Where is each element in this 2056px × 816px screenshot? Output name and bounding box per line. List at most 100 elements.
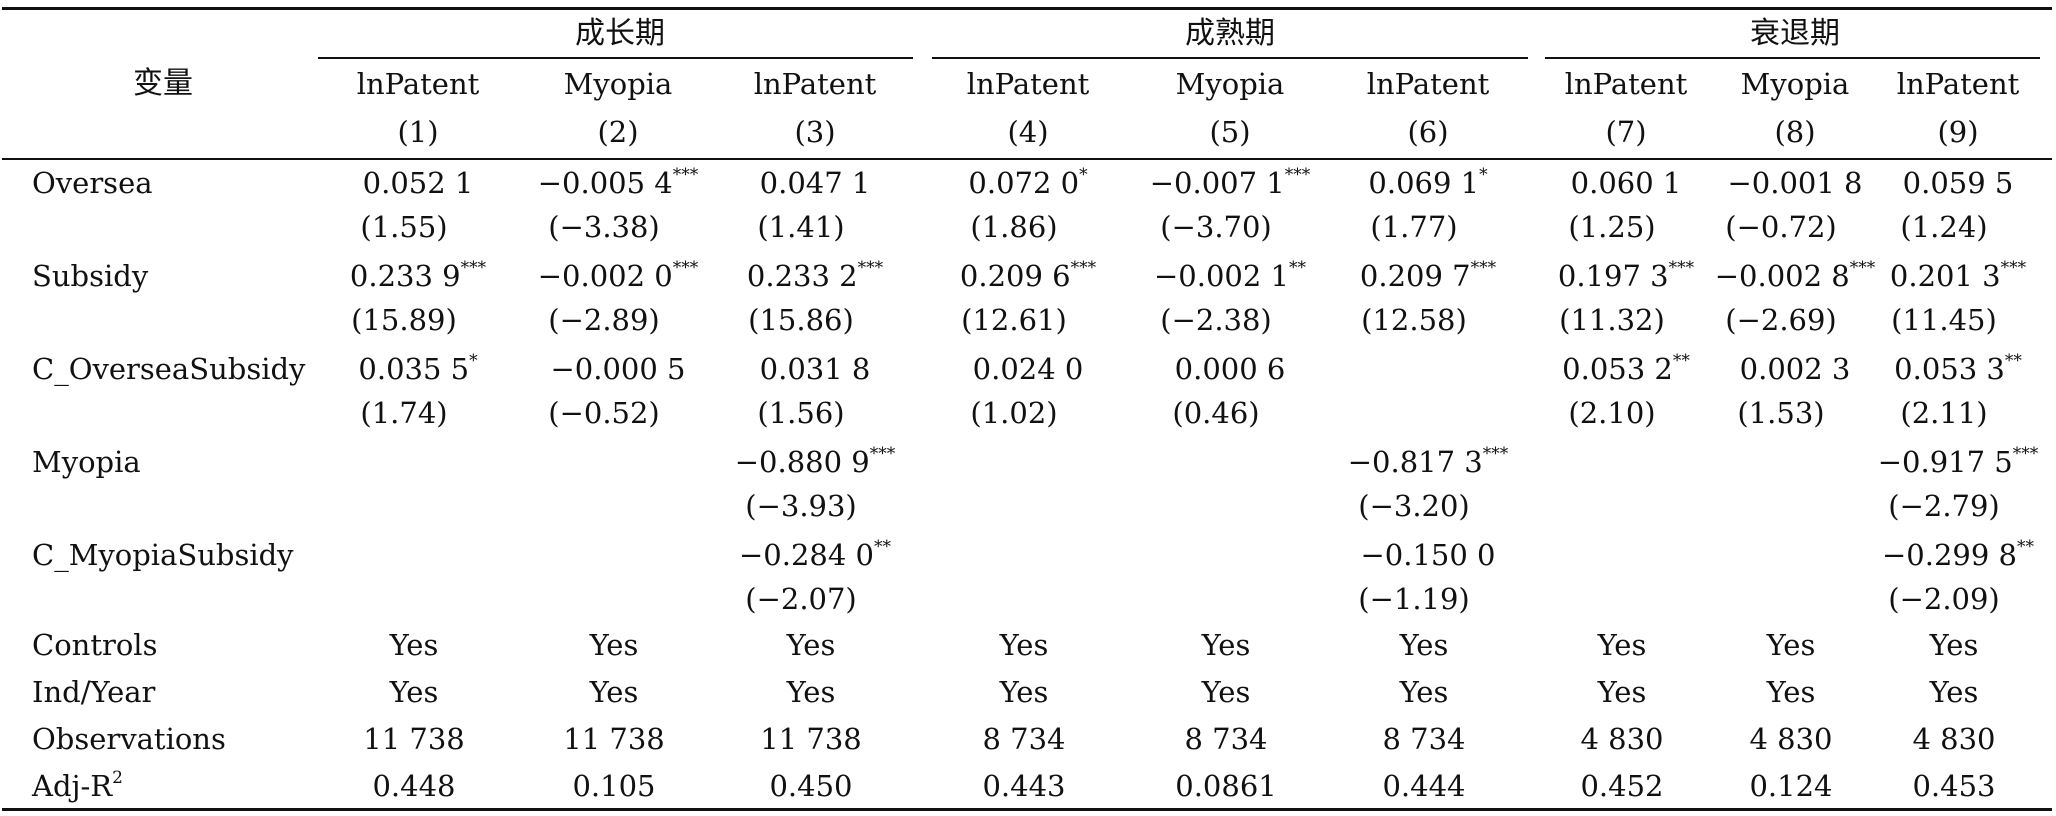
coefficient-cell: 0.209 6*** <box>959 258 1097 293</box>
summary-cell: Yes <box>1929 675 1979 709</box>
dependent-variable-header: lnPatent <box>753 67 877 101</box>
t-statistic-cell: (−2.69) <box>1725 303 1837 337</box>
summary-cell: Yes <box>1766 675 1816 709</box>
coefficient-cell: −0.880 9*** <box>734 444 896 479</box>
summary-cell: 8 734 <box>1382 722 1466 756</box>
coefficient-cell: −0.007 1*** <box>1149 165 1311 200</box>
coefficient-cell: −0.817 3*** <box>1347 444 1509 479</box>
t-statistic-cell: (12.61) <box>961 303 1067 337</box>
column-number: (2) <box>597 115 639 149</box>
coefficient-cell: 0.233 2*** <box>746 258 884 293</box>
adj-r2-cell: 0.452 <box>1580 769 1664 803</box>
t-statistic-cell: (0.46) <box>1172 396 1260 430</box>
coefficient-cell: −0.150 0 <box>1360 538 1496 572</box>
t-statistic-cell: (11.32) <box>1559 303 1665 337</box>
adj-r2-superscript: 2 <box>112 768 123 788</box>
significance-stars: *** <box>2012 444 2039 464</box>
stub-header: 变量 <box>133 66 193 101</box>
summary-cell: Yes <box>1201 675 1251 709</box>
coefficient-cell: 0.201 3*** <box>1889 258 2027 293</box>
column-number: (3) <box>794 115 836 149</box>
coefficient-cell: −0.000 5 <box>550 352 686 386</box>
t-statistic-cell: (1.02) <box>970 396 1058 430</box>
coefficient-cell: 0.002 3 <box>1739 352 1851 386</box>
coefficient-cell: −0.284 0** <box>739 537 891 572</box>
summary-cell: 11 738 <box>760 722 862 756</box>
t-statistic-cell: (1.55) <box>360 210 448 244</box>
row-label: C_MyopiaSubsidy <box>32 538 294 572</box>
significance-stars: *** <box>857 258 884 278</box>
coefficient-cell: 0.000 6 <box>1174 352 1286 386</box>
t-statistic-cell: (−0.52) <box>548 396 660 430</box>
column-group-header: 衰退期 <box>1750 16 1840 51</box>
dependent-variable-header: lnPatent <box>1896 67 2020 101</box>
column-group-header: 成熟期 <box>1185 16 1275 51</box>
coefficient-cell: 0.197 3*** <box>1557 258 1695 293</box>
t-statistic-cell: (1.77) <box>1370 210 1458 244</box>
column-number: (4) <box>1007 115 1049 149</box>
t-statistic-cell: (−3.20) <box>1358 489 1470 523</box>
column-number: (5) <box>1209 115 1251 149</box>
significance-stars: ** <box>2004 351 2022 371</box>
coefficient-cell: 0.233 9*** <box>349 258 487 293</box>
bottom-rule <box>2 808 2052 811</box>
significance-stars: *** <box>1284 165 1311 185</box>
significance-stars: *** <box>460 258 487 278</box>
dependent-variable-header: Myopia <box>563 67 673 101</box>
t-statistic-cell: (2.11) <box>1900 396 1988 430</box>
adj-r2-cell: 0.0861 <box>1175 769 1277 803</box>
t-statistic-cell: (1.25) <box>1568 210 1656 244</box>
group-underline <box>932 57 1528 59</box>
summary-cell: Yes <box>1597 628 1647 662</box>
coefficient-cell: −0.001 8 <box>1727 166 1863 200</box>
summary-cell: Yes <box>589 675 639 709</box>
row-label: Myopia <box>32 445 141 479</box>
coefficient-cell: −0.002 1** <box>1154 258 1306 293</box>
column-group-header: 成长期 <box>575 16 665 51</box>
significance-stars: *** <box>1470 258 1497 278</box>
significance-stars: ** <box>874 537 891 557</box>
coefficient-cell: 0.052 1 <box>362 166 474 200</box>
summary-cell: Yes <box>786 675 836 709</box>
t-statistic-cell: (1.53) <box>1737 396 1825 430</box>
row-label: C_OverseaSubsidy <box>32 352 306 386</box>
significance-stars: *** <box>1668 258 1695 278</box>
column-number: (6) <box>1407 115 1449 149</box>
t-statistic-cell: (−2.38) <box>1160 303 1272 337</box>
summary-cell: 8 734 <box>982 722 1066 756</box>
summary-label: Observations <box>32 722 226 756</box>
t-statistic-cell: (−2.89) <box>548 303 660 337</box>
dependent-variable-header: Myopia <box>1740 67 1850 101</box>
coefficient-cell: 0.060 1 <box>1570 166 1682 200</box>
coefficient-cell: 0.053 3** <box>1894 351 2022 386</box>
t-statistic-cell: (15.86) <box>748 303 854 337</box>
summary-cell: Yes <box>389 628 439 662</box>
coefficient-cell: 0.047 1 <box>759 166 871 200</box>
coefficient-cell: 0.035 5* <box>358 351 478 386</box>
summary-cell: Yes <box>786 628 836 662</box>
adj-r2-cell: 0.443 <box>982 769 1066 803</box>
t-statistic-cell: (−3.93) <box>745 489 857 523</box>
t-statistic-cell: (1.74) <box>360 396 448 430</box>
coefficient-cell: 0.072 0* <box>968 165 1088 200</box>
dependent-variable-header: Myopia <box>1175 67 1285 101</box>
t-statistic-cell: (12.58) <box>1361 303 1467 337</box>
t-statistic-cell: (2.10) <box>1568 396 1656 430</box>
coefficient-cell: −0.299 8** <box>1882 537 2034 572</box>
t-statistic-cell: (11.45) <box>1891 303 1997 337</box>
summary-cell: Yes <box>1597 675 1647 709</box>
significance-stars: *** <box>1482 444 1509 464</box>
t-statistic-cell: (15.89) <box>351 303 457 337</box>
adj-r2-label: Adj-R2 <box>32 768 123 803</box>
t-statistic-cell: (1.24) <box>1900 210 1988 244</box>
coefficient-cell: −0.917 5*** <box>1877 444 2039 479</box>
t-statistic-cell: (−2.07) <box>745 582 857 616</box>
significance-stars: ** <box>2017 537 2034 557</box>
significance-stars: *** <box>672 165 699 185</box>
column-number: (1) <box>397 115 439 149</box>
summary-cell: 8 734 <box>1184 722 1268 756</box>
significance-stars: *** <box>1849 258 1876 278</box>
adj-r2-cell: 0.448 <box>372 769 456 803</box>
summary-cell: Yes <box>1399 628 1449 662</box>
